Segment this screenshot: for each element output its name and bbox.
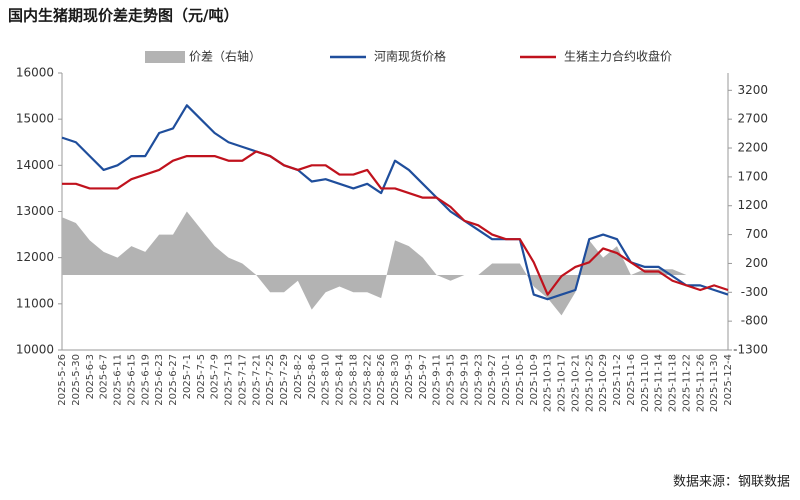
y2-tick-label: 1700 [737, 169, 768, 183]
x-tick-label: 2025-6-19 [140, 354, 151, 406]
x-tick-label: 2025-8-18 [348, 354, 359, 406]
x-tick-label: 2025-10-29 [598, 354, 609, 412]
x-tick-label: 2025-10-17 [557, 354, 568, 412]
x-tick-label: 2025-6-27 [168, 354, 179, 406]
y2-tick-label: 200 [745, 256, 768, 270]
y-tick-label: 14000 [16, 158, 54, 172]
x-tick-label: 2025-6-3 [85, 354, 96, 399]
x-tick-label: 2025-9-3 [404, 354, 415, 399]
x-tick-label: 2025-7-17 [237, 354, 248, 406]
x-tick-label: 2025-8-14 [335, 354, 346, 406]
price-line [62, 150, 729, 296]
x-tick-label: 2025-5-26 [57, 354, 68, 406]
spread-area [62, 211, 728, 316]
x-tick-label: 2025-6-11 [113, 354, 124, 406]
y-tick-label: 12000 [16, 250, 54, 264]
y2-tick-label: 1200 [737, 198, 768, 212]
x-tick-label: 2025-8-26 [376, 354, 387, 406]
x-tick-label: 2025-11-14 [654, 354, 665, 412]
chart-title: 国内生猪期现价差走势图（元/吨） [8, 7, 238, 25]
y-tick-label: 16000 [16, 66, 54, 80]
y-tick-label: 11000 [16, 296, 54, 310]
x-tick-label: 2025-8-10 [321, 354, 332, 406]
x-tick-label: 2025-9-19 [459, 354, 470, 406]
legend-label: 生猪主力合约收盘价 [564, 49, 672, 64]
x-tick-label: 2025-7-29 [279, 354, 290, 406]
y-tick-label: 13000 [16, 204, 54, 218]
y2-tick-label: 3200 [737, 83, 768, 97]
x-tick-label: 2025-8-30 [390, 354, 401, 406]
x-tick-label: 2025-9-11 [432, 354, 443, 406]
x-tick-label: 2025-10-25 [584, 354, 595, 412]
x-tick-label: 2025-9-7 [418, 354, 429, 399]
x-tick-label: 2025-6-7 [99, 354, 110, 399]
x-tick-label: 2025-9-23 [473, 354, 484, 406]
y2-tick-label: -800 [741, 314, 768, 328]
y2-tick-label: -1300 [733, 343, 768, 357]
y2-tick-label: -300 [741, 285, 768, 299]
y-tick-label: 15000 [16, 112, 54, 126]
x-tick-label: 2025-10-13 [543, 354, 554, 412]
x-tick-label: 2025-8-22 [362, 354, 373, 406]
y2-tick-label: 2700 [737, 112, 768, 126]
x-tick-label: 2025-6-15 [126, 354, 137, 406]
y2-tick-label: 700 [745, 227, 768, 241]
y-tick-label: 10000 [16, 343, 54, 357]
x-tick-label: 2025-10-21 [570, 354, 581, 412]
x-tick-label: 2025-7-25 [265, 354, 276, 406]
x-tick-label: 2025-7-9 [210, 354, 221, 399]
x-tick-label: 2025-11-26 [695, 354, 706, 412]
x-tick-label: 2025-11-22 [681, 354, 692, 412]
x-tick-label: 2025-11-18 [668, 354, 679, 412]
x-tick-label: 2025-5-30 [71, 354, 82, 406]
x-tick-label: 2025-11-30 [709, 354, 720, 412]
y2-tick-label: 2200 [737, 141, 768, 155]
x-tick-label: 2025-10-5 [515, 354, 526, 406]
x-tick-label: 2025-10-1 [501, 354, 512, 406]
x-tick-label: 2025-9-27 [487, 354, 498, 406]
legend-swatch [145, 51, 185, 63]
x-tick-label: 2025-9-15 [446, 354, 457, 406]
price-line [61, 104, 729, 301]
x-tick-label: 2025-7-13 [224, 354, 235, 406]
x-tick-label: 2025-10-9 [529, 354, 540, 406]
x-tick-label: 2025-11-10 [640, 354, 651, 412]
legend-label: 价差（右轴） [189, 49, 261, 64]
x-tick-label: 2025-7-21 [251, 354, 262, 406]
x-tick-label: 2025-6-23 [154, 354, 165, 406]
x-tick-label: 2025-8-2 [293, 354, 304, 399]
source-note: 数据来源：钢联数据 [673, 475, 790, 490]
x-tick-label: 2025-11-2 [612, 354, 623, 406]
x-tick-label: 2025-11-6 [626, 354, 637, 406]
x-tick-label: 2025-12-4 [723, 354, 734, 406]
x-tick-label: 2025-8-6 [307, 354, 318, 399]
x-tick-label: 2025-7-5 [196, 354, 207, 399]
x-tick-label: 2025-7-1 [182, 354, 193, 399]
legend-label: 河南现货价格 [374, 49, 446, 64]
